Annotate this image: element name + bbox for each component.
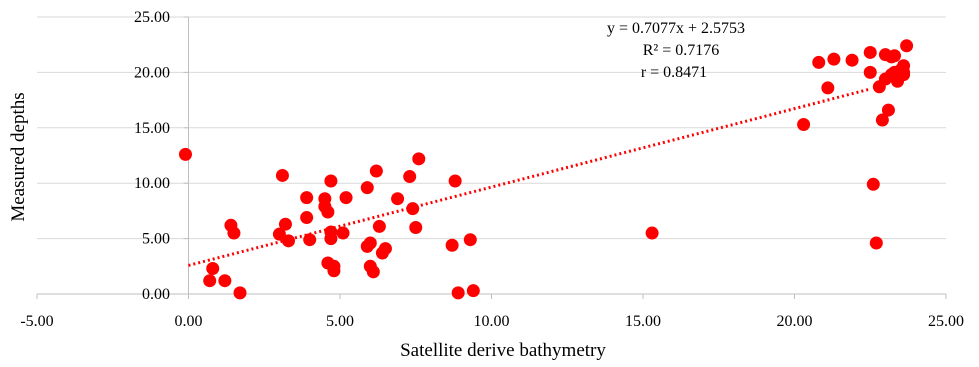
data-point <box>227 226 241 240</box>
r-squared-annotation: R² = 0.7176 <box>643 42 720 59</box>
data-point <box>321 205 335 219</box>
data-point <box>866 177 880 191</box>
data-point <box>466 284 480 298</box>
data-point <box>812 55 826 69</box>
data-point <box>827 52 841 66</box>
data-point <box>897 68 911 82</box>
data-point <box>821 81 835 95</box>
data-point <box>360 181 374 195</box>
data-point <box>366 265 380 279</box>
data-point <box>324 174 338 188</box>
data-point <box>391 192 405 206</box>
data-point <box>372 219 386 233</box>
data-point <box>324 225 338 239</box>
trendline <box>188 87 871 267</box>
y-tick-label: 20.00 <box>134 64 170 81</box>
data-point <box>206 262 220 276</box>
x-tick-label: 5.00 <box>326 313 354 330</box>
data-point <box>797 117 811 131</box>
data-point <box>863 45 877 59</box>
data-point <box>448 174 462 188</box>
trendline-equations: y = 0.7077x + 2.5753 R² = 0.7176 r = 0.8… <box>607 20 745 81</box>
x-tick-label: 25.00 <box>928 313 964 330</box>
data-point <box>378 242 392 256</box>
x-axis-title: Satellite derive bathymetry <box>400 340 606 361</box>
x-tick-label: -5.00 <box>20 313 53 330</box>
axes <box>36 16 947 299</box>
y-axis-title: Measured depths <box>8 92 29 221</box>
data-point <box>412 152 426 166</box>
data-point <box>203 274 217 288</box>
data-point <box>887 49 901 63</box>
data-point <box>845 53 859 67</box>
data-point <box>863 65 877 79</box>
data-point <box>881 103 895 117</box>
trendline-equation: y = 0.7077x + 2.5753 <box>607 20 745 37</box>
y-tick-label: 25.00 <box>134 9 170 26</box>
data-point <box>272 227 286 241</box>
data-point <box>300 211 314 225</box>
trendline-layer <box>188 87 871 267</box>
data-point <box>645 226 659 240</box>
data-point <box>178 147 192 161</box>
data-point <box>406 202 420 216</box>
r-value-annotation: r = 0.8471 <box>641 64 707 81</box>
data-point <box>463 233 477 247</box>
data-point <box>327 264 341 278</box>
data-point <box>218 274 232 288</box>
data-point <box>233 286 247 300</box>
data-point <box>281 234 295 248</box>
data-point <box>451 286 465 300</box>
x-tick-label: 15.00 <box>625 313 661 330</box>
data-point <box>275 168 289 182</box>
x-tick-label: 10.00 <box>474 313 510 330</box>
x-tick-label: 0.00 <box>175 313 203 330</box>
data-point <box>403 170 417 184</box>
data-point <box>875 113 889 127</box>
data-point <box>445 238 459 252</box>
tick-labels: 0.00 5.00 10.00 15.00 20.00 25.00 -5.00 0.00 5.0… <box>20 9 964 330</box>
y-tick-label: 0.00 <box>142 286 170 303</box>
data-point <box>409 221 423 235</box>
data-point <box>869 236 883 250</box>
data-point <box>300 191 314 205</box>
data-points <box>178 39 914 300</box>
data-point <box>303 233 317 247</box>
y-tick-label: 15.00 <box>134 120 170 137</box>
y-tick-label: 5.00 <box>142 231 170 248</box>
y-tick-label: 10.00 <box>134 175 170 192</box>
data-point <box>369 164 383 178</box>
data-point <box>363 236 377 250</box>
data-point <box>900 39 914 53</box>
data-point <box>336 226 350 240</box>
data-point <box>278 217 292 231</box>
x-tick-label: 20.00 <box>777 313 813 330</box>
data-point <box>339 191 353 205</box>
